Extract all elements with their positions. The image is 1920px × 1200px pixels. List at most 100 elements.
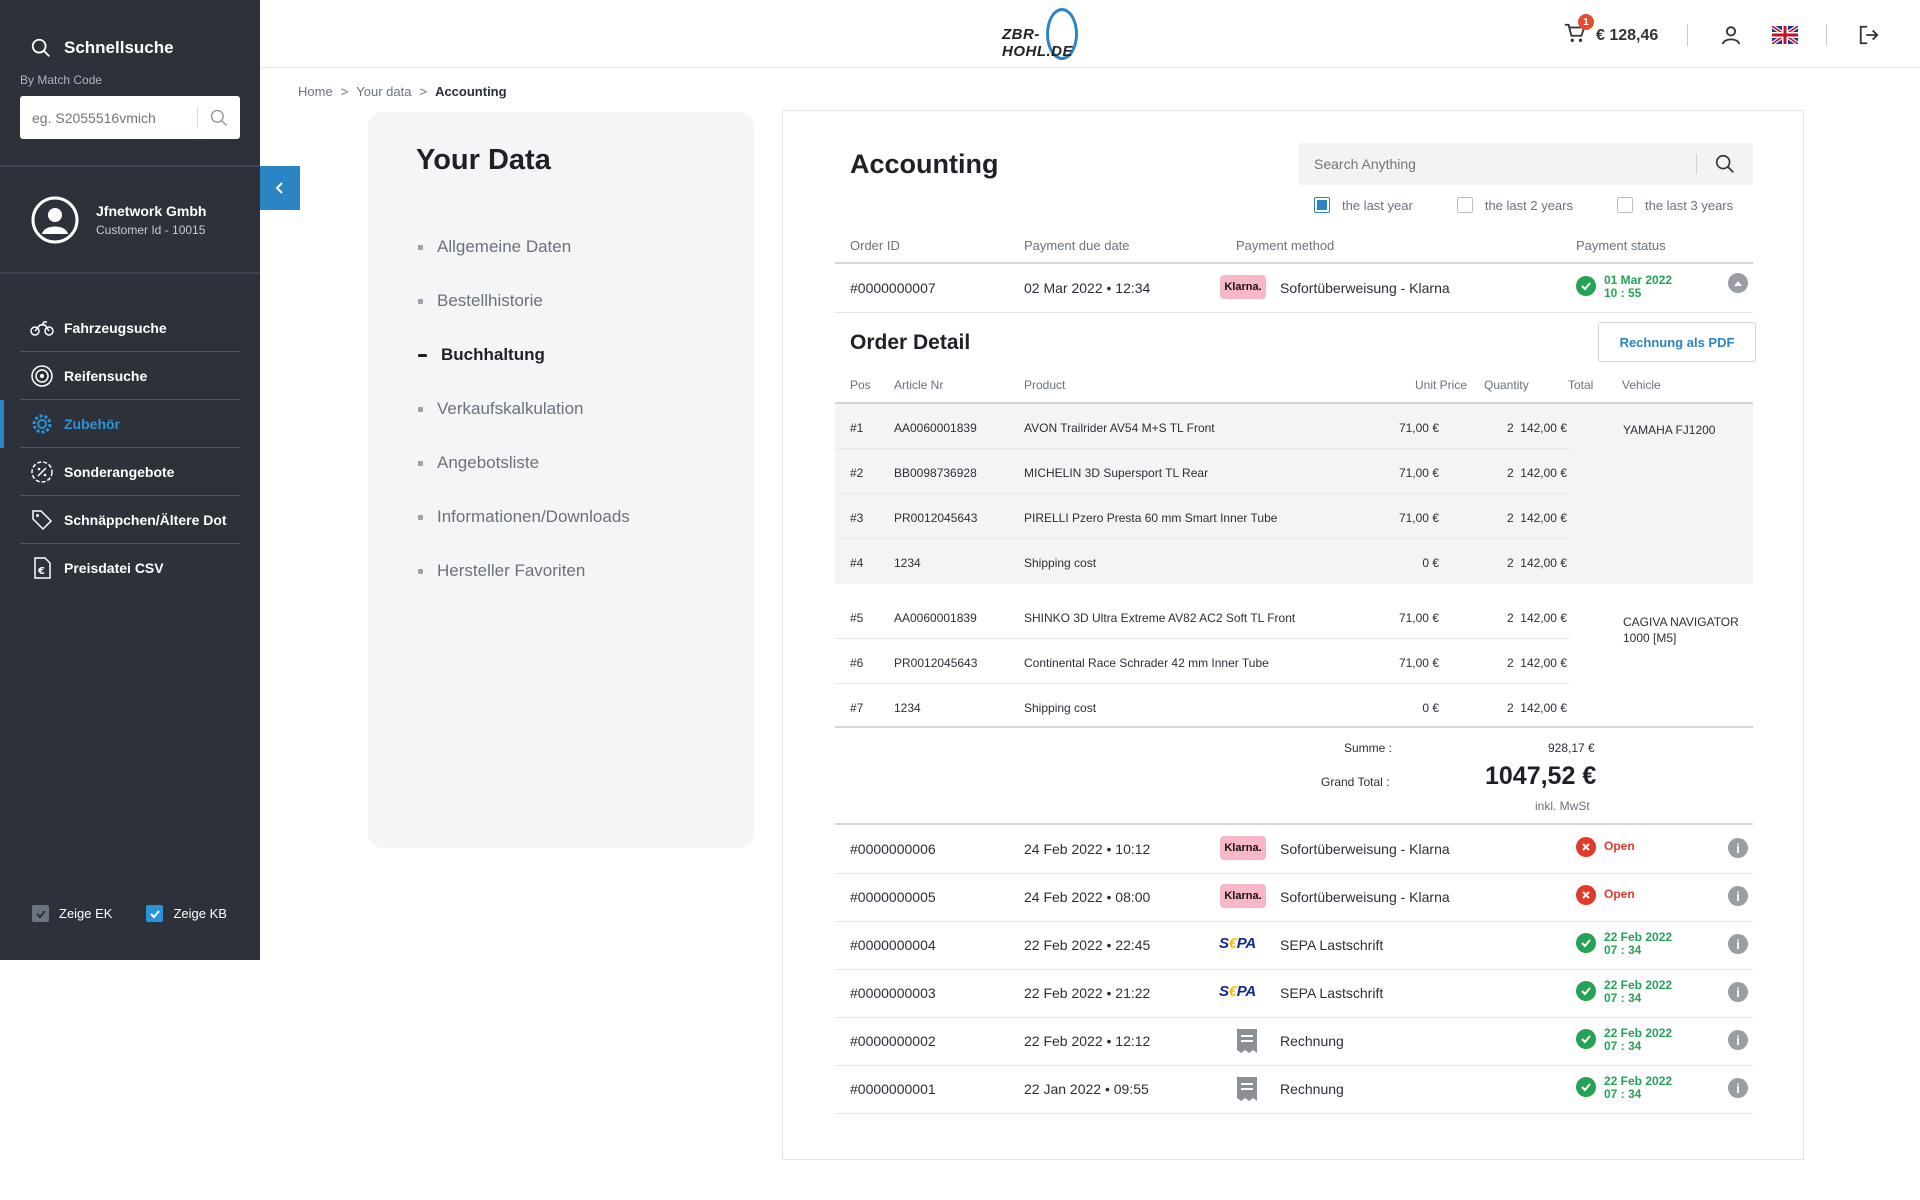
status-date: 22 Feb 2022 xyxy=(1604,1074,1673,1088)
order-row[interactable]: #0000000006 24 Feb 2022 • 10:12 Klarna. … xyxy=(835,825,1753,873)
breadcrumb-current: Accounting xyxy=(435,84,507,99)
divider xyxy=(1687,24,1688,46)
article-nr: AA0060001839 xyxy=(894,611,977,625)
order-row[interactable]: #0000000002 22 Feb 2022 • 12:12 Rechnung… xyxy=(835,1017,1753,1065)
article-nr: PR0012045643 xyxy=(894,511,978,525)
breadcrumb-separator: > xyxy=(419,84,428,99)
match-code-search-button[interactable] xyxy=(198,108,240,128)
check-circle-icon xyxy=(1576,981,1596,1001)
detail-row: #2 BB0098736928 MICHELIN 3D Supersport T… xyxy=(835,449,1570,494)
divider xyxy=(835,1065,1753,1066)
bullet-icon xyxy=(418,568,423,574)
status-badge: 01 Mar 2022 10 : 55 xyxy=(1576,274,1672,300)
sepa-logo-icon: S€PA xyxy=(1219,983,1256,1000)
breadcrumb-your-data[interactable]: Your data xyxy=(356,84,412,99)
menu-item-label: Buchhaltung xyxy=(441,345,545,364)
order-row[interactable]: #0000000004 22 Feb 2022 • 22:45 S€PA SEP… xyxy=(835,921,1753,969)
logout-button[interactable] xyxy=(1858,24,1880,51)
detail-row: #1 AA0060001839 AVON Trailrider AV54 M+S… xyxy=(835,404,1570,449)
motorcycle-icon xyxy=(30,320,54,336)
order-row[interactable]: #0000000003 22 Feb 2022 • 21:22 S€PA SEP… xyxy=(835,969,1753,1017)
logout-icon xyxy=(1859,25,1879,45)
info-icon[interactable]: i xyxy=(1728,1078,1748,1098)
check-circle-icon xyxy=(1576,933,1596,953)
article-nr: 1234 xyxy=(894,701,921,715)
order-row[interactable]: #0000000007 02 Mar 2022 • 12:34 Klarna. … xyxy=(835,264,1753,312)
sidebar-item-label: Zubehör xyxy=(64,415,120,432)
divider xyxy=(835,969,1753,970)
detail-header-pos: Pos xyxy=(850,378,871,392)
sidebar-item-preisdatei[interactable]: € Preisdatei CSV xyxy=(20,544,240,592)
divider xyxy=(197,106,198,129)
sidebar-item-schnappchen[interactable]: Schnäppchen/Ältere Dot xyxy=(20,496,240,544)
accounting-search-button[interactable] xyxy=(1697,153,1753,175)
detail-row: #3 PR0012045643 PIRELLI Pzero Presta 60 … xyxy=(835,494,1570,539)
divider xyxy=(0,272,260,274)
sidebar-nav: Fahrzeugsuche Reifensuche Zubehör Sonder… xyxy=(20,304,240,592)
your-data-menu: Allgemeine Daten Bestellhistorie Buchhal… xyxy=(418,220,630,598)
quick-search-header[interactable]: Schnellsuche xyxy=(0,0,260,70)
collapse-order-button[interactable] xyxy=(1728,273,1748,293)
menu-item-allgemeine-daten[interactable]: Allgemeine Daten xyxy=(418,220,630,274)
filter-last-2-years[interactable]: the last 2 years xyxy=(1456,197,1573,213)
product-name: Shipping cost xyxy=(1024,701,1097,715)
sidebar-item-fahrzeugsuche[interactable]: Fahrzeugsuche xyxy=(20,304,240,352)
breadcrumb-home[interactable]: Home xyxy=(298,84,333,99)
your-data-title: Your Data xyxy=(416,144,551,176)
info-icon[interactable]: i xyxy=(1728,934,1748,954)
quantity: 2 xyxy=(1507,556,1514,570)
checkbox-checked-icon xyxy=(146,905,164,922)
sidebar-item-zubehor[interactable]: Zubehör xyxy=(20,400,240,448)
menu-item-verkaufskalkulation[interactable]: Verkaufskalkulation xyxy=(418,382,630,436)
info-icon[interactable]: i xyxy=(1728,982,1748,1002)
receipt-icon xyxy=(1237,1029,1257,1053)
filter-last-year[interactable]: the last year xyxy=(1314,197,1413,213)
order-due-date: 22 Feb 2022 • 12:12 xyxy=(1024,1033,1151,1049)
info-icon[interactable]: i xyxy=(1728,838,1748,858)
pos: #6 xyxy=(850,656,864,670)
menu-item-angebotsliste[interactable]: Angebotsliste xyxy=(418,436,630,490)
divider xyxy=(835,402,1753,404)
row-total: 142,00 € xyxy=(1520,611,1567,625)
cart-button[interactable]: 1 € 128,46 xyxy=(1564,14,1658,49)
column-header-payment-method: Payment method xyxy=(1236,238,1335,253)
menu-item-buchhaltung[interactable]: Buchhaltung xyxy=(418,328,630,382)
menu-item-hersteller-favoriten[interactable]: Hersteller Favoriten xyxy=(418,544,630,598)
filter-last-3-years[interactable]: the last 3 years xyxy=(1616,197,1733,213)
close-circle-icon xyxy=(1576,885,1596,905)
menu-item-bestellhistorie[interactable]: Bestellhistorie xyxy=(418,274,630,328)
info-icon[interactable]: i xyxy=(1728,1030,1748,1050)
filter-label: the last year xyxy=(1342,197,1413,213)
menu-item-label: Angebotsliste xyxy=(437,453,540,472)
search-icon xyxy=(31,38,50,57)
sidebar-options: Zeige EK Zeige KB xyxy=(32,905,227,922)
grand-total-label: Grand Total : xyxy=(1321,775,1390,789)
divider xyxy=(835,262,1753,264)
show-kb-checkbox[interactable]: Zeige KB xyxy=(146,905,227,922)
info-icon[interactable]: i xyxy=(1728,886,1748,906)
sidebar-item-sonderangebote[interactable]: Sonderangebote xyxy=(20,448,240,496)
cart-count-badge: 1 xyxy=(1578,14,1594,30)
language-button[interactable] xyxy=(1770,24,1800,49)
order-row[interactable]: #0000000005 24 Feb 2022 • 08:00 Klarna. … xyxy=(835,873,1753,921)
sidebar-collapse-button[interactable] xyxy=(260,166,300,210)
match-code-input[interactable] xyxy=(20,96,197,139)
order-row[interactable]: #0000000001 22 Jan 2022 • 09:55 Rechnung… xyxy=(835,1065,1753,1113)
order-id: #0000000007 xyxy=(850,280,936,296)
accounting-search-input[interactable] xyxy=(1298,143,1696,185)
account-button[interactable] xyxy=(1720,24,1742,51)
unit-price: 71,00 € xyxy=(1398,611,1439,625)
accounting-panel: Accounting the last year the last 2 year… xyxy=(782,110,1804,1160)
status-time: 07 : 34 xyxy=(1604,1087,1642,1101)
sidebar-item-reifensuche[interactable]: Reifensuche xyxy=(20,352,240,400)
pos: #1 xyxy=(850,421,864,435)
logo[interactable]: ZBR-HOHL.DE xyxy=(1000,6,1110,62)
close-circle-icon xyxy=(1576,837,1596,857)
pos: #3 xyxy=(850,511,864,525)
menu-item-informationen-downloads[interactable]: Informationen/Downloads xyxy=(418,490,630,544)
show-ek-checkbox[interactable]: Zeige EK xyxy=(32,905,112,922)
bullet-icon xyxy=(418,406,423,412)
sidebar-item-label: Fahrzeugsuche xyxy=(64,319,167,336)
checkbox-checked-icon xyxy=(1314,197,1330,213)
invoice-pdf-button[interactable]: Rechnung als PDF xyxy=(1598,322,1756,362)
